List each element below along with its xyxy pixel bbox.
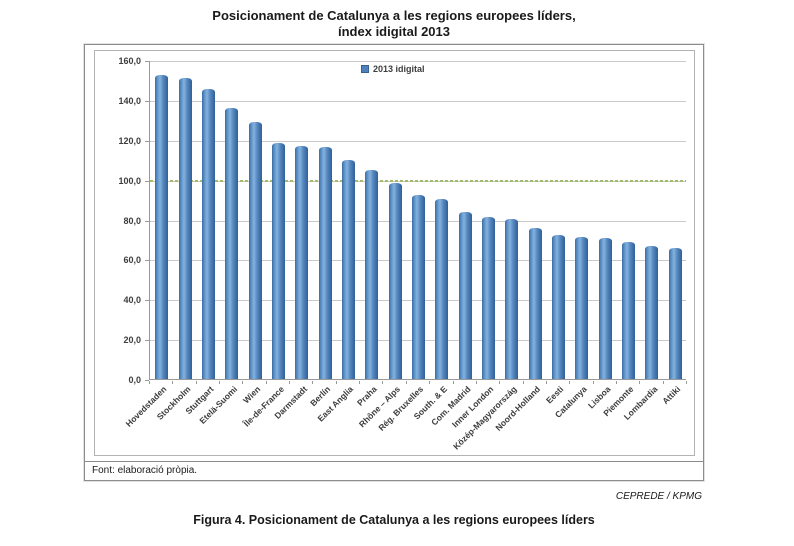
bar-com-madrid <box>458 211 472 379</box>
bar-lombardia <box>645 246 659 379</box>
bar-stuttgart <box>201 88 215 379</box>
x-axis-tick <box>195 381 197 384</box>
chart-title-line2: índex idigital 2013 <box>338 24 450 39</box>
chart-area: 2013 idigital 0,0 20,0 40,0 60,0 80,0 100,0 12… <box>94 50 695 456</box>
x-axis-tick <box>569 381 571 384</box>
y-axis-tick-label: 160,0 <box>118 56 141 66</box>
x-axis-tick <box>429 381 431 384</box>
bar-k-z-p-magyarorsz-g <box>505 218 519 379</box>
y-axis-tick <box>145 140 149 142</box>
x-axis-tick <box>312 381 314 384</box>
y-axis-tick <box>145 100 149 102</box>
bar-wien <box>248 121 262 379</box>
x-axis-tick <box>149 381 150 384</box>
x-axis-tick <box>686 381 687 384</box>
y-axis-tick <box>145 380 149 381</box>
bar-eesti <box>552 235 566 379</box>
plot-area <box>149 61 686 380</box>
x-axis-tick <box>265 381 267 384</box>
bar-r-g-bruxelles <box>412 194 425 379</box>
bar-piemonte <box>622 242 636 379</box>
x-axis-tick <box>545 381 547 384</box>
source-note: Font: elaboració pròpia. <box>85 461 703 480</box>
y-axis-tick-label: 120,0 <box>118 135 141 146</box>
y-axis-tick <box>145 300 149 302</box>
x-axis-tick <box>592 381 594 384</box>
bar-noord-holland <box>528 228 542 379</box>
x-axis-tick <box>289 381 291 384</box>
y-axis-tick-label: 60,0 <box>123 255 141 266</box>
x-axis-tick <box>242 381 244 384</box>
chart-title-line1: Posicionament de Catalunya a les regions… <box>212 8 576 23</box>
credit: CEPREDE / KPMG <box>615 491 702 502</box>
x-axis-tick <box>475 381 477 384</box>
bar-darmstadt <box>295 145 309 379</box>
x-axis-tick <box>335 381 337 384</box>
legend-label: 2013 idigital <box>373 64 425 74</box>
figure-content: Posicionament de Catalunya a les regions… <box>84 0 704 529</box>
bar-lisboa <box>598 238 612 379</box>
y-axis-tick <box>145 61 149 62</box>
y-axis-tick <box>145 180 149 182</box>
gridline <box>150 140 686 142</box>
y-axis-tick-label: 0,0 <box>128 375 141 385</box>
y-axis-tick-label: 80,0 <box>123 215 141 226</box>
bar-praha <box>365 169 379 379</box>
bar-south-e <box>435 198 449 379</box>
x-axis-tick <box>405 381 407 384</box>
x-axis-category-label: Attiki <box>660 384 683 407</box>
legend: 2013 idigital <box>361 64 425 74</box>
gridline <box>150 100 686 102</box>
bar-east-anglia <box>341 159 355 379</box>
bar-attiki <box>668 248 682 379</box>
x-axis-tick <box>172 381 174 384</box>
bar-hovedstaden <box>155 74 169 379</box>
bar-catalunya <box>575 237 589 379</box>
bar-etel-suomi <box>225 107 239 379</box>
figure-caption: Figura 4. Posicionament de Catalunya a l… <box>193 513 595 527</box>
caption-row: Figura 4. Posicionament de Catalunya a l… <box>84 511 704 529</box>
x-axis-tick <box>662 381 664 384</box>
x-axis-tick <box>522 381 524 384</box>
x-axis-tick <box>219 381 221 384</box>
y-axis-tick <box>145 340 149 342</box>
y-axis-tick-label: 100,0 <box>118 175 141 186</box>
y-axis-tick <box>145 220 149 222</box>
reference-line-100 <box>150 179 686 182</box>
x-axis-tick <box>639 381 641 384</box>
x-axis-tick <box>359 381 361 384</box>
bar-inner-london <box>482 216 496 379</box>
y-axis-tick-label: 20,0 <box>123 335 141 346</box>
bar--le-de-france <box>271 142 285 379</box>
bar-rh-ne-alps <box>388 182 402 379</box>
y-axis-tick-label: 140,0 <box>118 95 141 106</box>
chart-title: Posicionament de Catalunya a les regions… <box>84 0 704 40</box>
bar-berl-n <box>318 146 332 379</box>
x-axis-tick <box>382 381 384 384</box>
x-axis-tick <box>499 381 501 384</box>
gridline <box>150 61 686 62</box>
bar-stockholm <box>178 77 192 379</box>
credit-row: CEPREDE / KPMG <box>84 486 704 504</box>
figure-box: 2013 idigital 0,0 20,0 40,0 60,0 80,0 100,0 12… <box>84 44 704 481</box>
x-axis-tick <box>452 381 454 384</box>
y-axis-tick-label: 40,0 <box>123 295 141 306</box>
legend-swatch-icon <box>361 65 369 73</box>
y-axis-tick <box>145 260 149 262</box>
x-axis-tick <box>615 381 617 384</box>
